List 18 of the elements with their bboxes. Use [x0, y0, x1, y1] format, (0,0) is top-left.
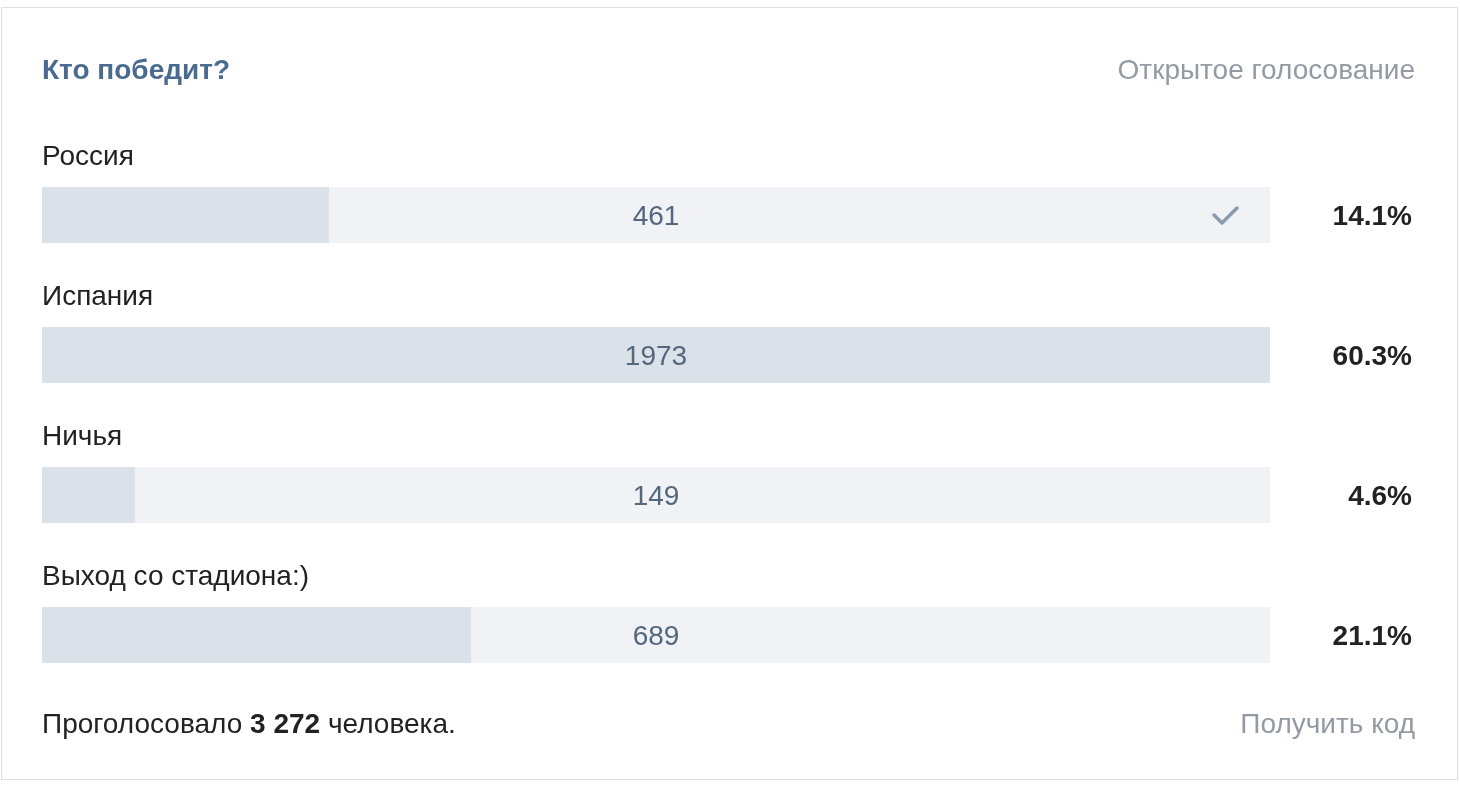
text: 60.3%	[1332, 340, 1413, 371]
y-tick-label: Россия	[42, 140, 134, 171]
text: 21.1%	[1332, 620, 1413, 651]
bar	[42, 187, 329, 243]
data-label: 149	[632, 480, 680, 511]
bar	[42, 467, 135, 523]
data-label: 461	[632, 200, 680, 231]
chart-subtitle: Открытое голосование	[1117, 54, 1415, 86]
text: Получить код	[1240, 708, 1415, 740]
y-tick-label: Ничья	[42, 420, 123, 451]
y-tick-label: Выход со стадиона:)	[42, 560, 309, 591]
chart-title: Кто победит?	[42, 54, 231, 86]
data-label: 1973	[624, 340, 688, 371]
data-label: 689	[632, 620, 680, 651]
text: 4.6%	[1348, 480, 1413, 511]
y-tick-label: Испания	[42, 280, 154, 311]
text: 14.1%	[1332, 200, 1413, 231]
text: Проголосовало 3 272 человека.	[42, 708, 456, 739]
